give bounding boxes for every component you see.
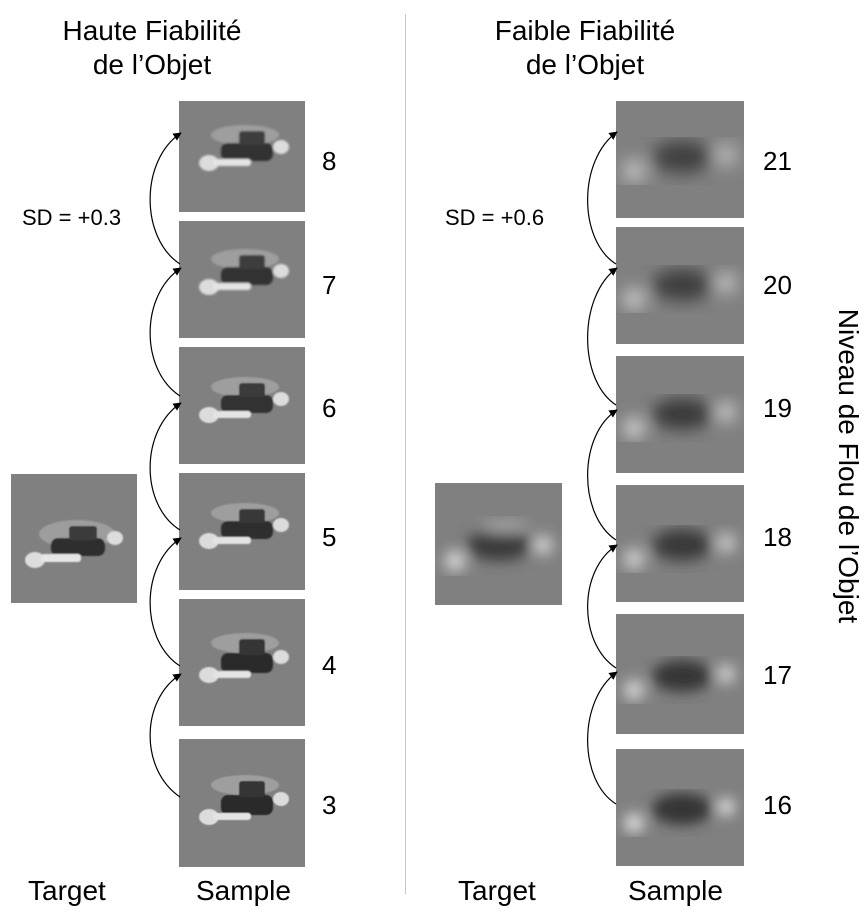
right-title: Faible Fiabilité de l’Objet <box>455 14 715 82</box>
right-sample-image <box>616 485 744 602</box>
right-sample-image <box>616 614 744 734</box>
left-target-image <box>11 474 137 603</box>
right-sample-image <box>616 749 744 866</box>
right-arrow <box>587 409 618 541</box>
left-sample-image <box>179 599 305 726</box>
left-sample-image <box>179 347 305 464</box>
left-arrow <box>149 132 182 265</box>
panel-divider <box>405 14 406 894</box>
left-sample-image <box>179 739 305 867</box>
right-target-image <box>435 483 562 605</box>
left-sample-image <box>179 101 305 212</box>
right-arrow <box>587 267 618 406</box>
left-level-number: 6 <box>322 393 337 423</box>
left-level-number: 5 <box>322 522 337 552</box>
left-sample-label: Sample <box>196 875 291 906</box>
right-level-number: 21 <box>763 146 792 176</box>
right-title-line1: Faible Fiabilité <box>494 15 676 46</box>
right-sd-label: SD = +0.6 <box>445 205 545 230</box>
right-sample-image <box>616 356 744 473</box>
right-level-number: 16 <box>763 790 792 820</box>
left-sample-image <box>179 473 305 590</box>
left-level-number: 4 <box>322 650 337 680</box>
left-level-number: 3 <box>322 790 337 820</box>
right-sample-image <box>616 101 744 218</box>
left-title-line1: Haute Fiabilité <box>62 15 242 46</box>
right-level-number: 18 <box>763 522 792 552</box>
right-sample-label: Sample <box>628 875 723 906</box>
left-sd-label: SD = +0.3 <box>22 205 122 230</box>
left-arrows <box>149 132 182 798</box>
right-level-number: 19 <box>763 393 792 423</box>
right-arrow <box>587 131 618 265</box>
left-title: Haute Fiabilité de l’Objet <box>22 14 282 82</box>
right-sample-image <box>616 227 744 344</box>
right-arrow <box>587 544 618 669</box>
left-level-number: 7 <box>322 270 337 300</box>
left-title-line2: de l’Objet <box>92 49 212 80</box>
left-arrow <box>149 537 182 667</box>
left-arrow <box>149 673 182 798</box>
right-title-line2: de l’Objet <box>525 49 645 80</box>
left-arrow <box>149 402 182 531</box>
right-arrows <box>587 131 618 805</box>
right-level-number: 17 <box>763 660 792 690</box>
left-arrow <box>149 267 182 397</box>
blur-level-axis-label: Niveau de Flou de l’Objet <box>833 308 864 624</box>
left-level-number: 8 <box>322 146 337 176</box>
right-level-number: 20 <box>763 270 792 300</box>
right-target-label: Target <box>458 875 536 906</box>
left-sample-image <box>179 221 305 338</box>
left-target-label: Target <box>28 875 106 906</box>
right-arrow <box>587 671 618 805</box>
